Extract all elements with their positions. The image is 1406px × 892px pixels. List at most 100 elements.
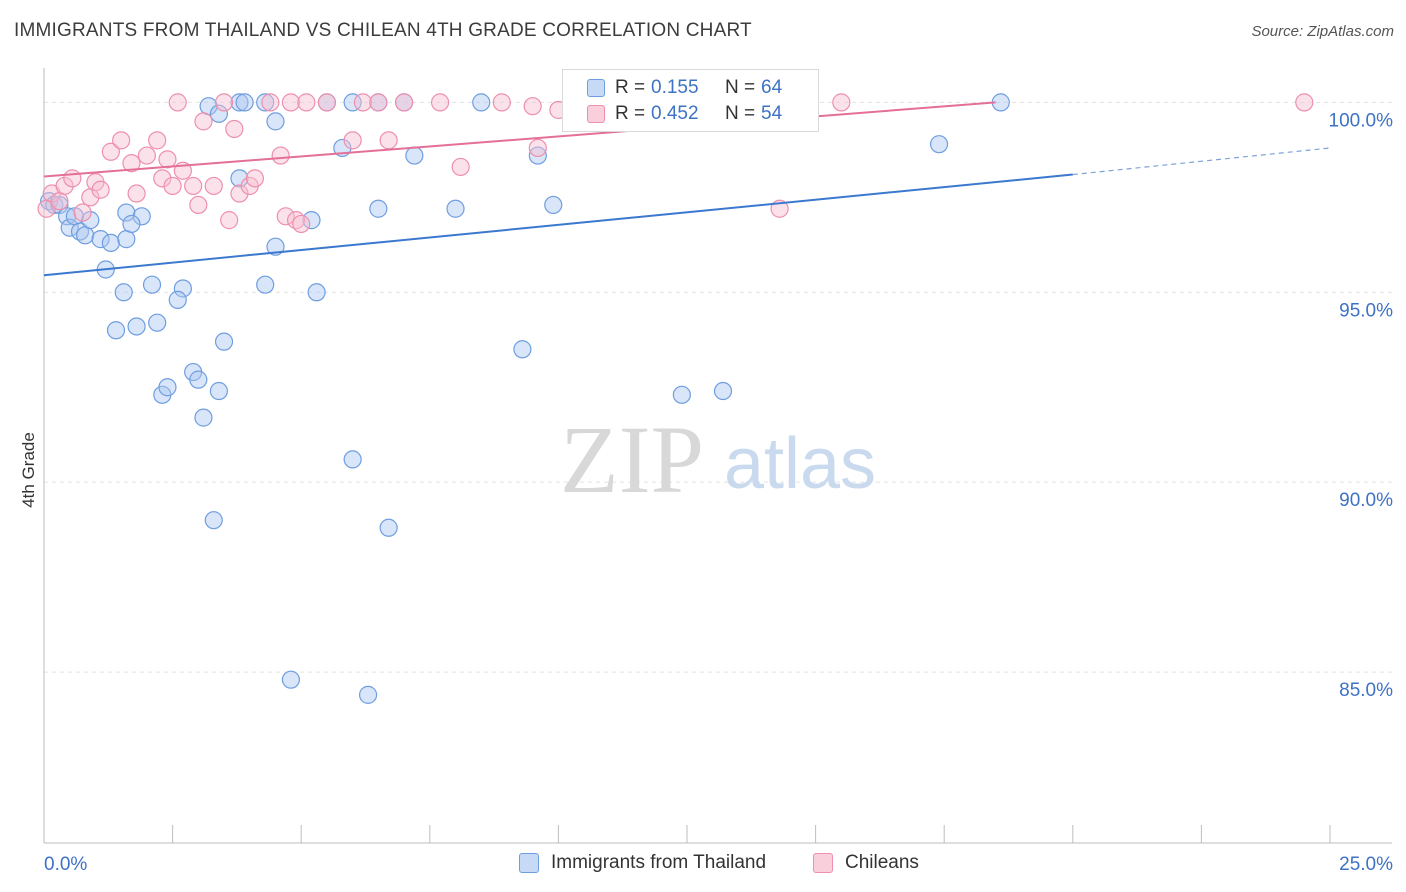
data-point <box>358 685 378 704</box>
trend-line-extension <box>1072 147 1331 176</box>
legend-n-label: N = <box>725 77 756 98</box>
y-tick-label: 90.0% <box>1339 490 1393 511</box>
source-label: Source: ZipAtlas.com <box>1251 23 1394 40</box>
legend-swatch-thailand <box>587 79 605 97</box>
legend-n-value: 64 <box>761 77 783 98</box>
trend-line <box>43 101 996 178</box>
data-point <box>343 450 362 469</box>
series-name-thailand: Immigrants from Thailand <box>551 852 767 873</box>
data-point <box>528 138 547 158</box>
data-point <box>50 192 69 211</box>
series-swatch-chileans <box>813 853 833 873</box>
data-point <box>204 511 223 530</box>
legend-row-thailand: R = 0.155 N = 64 <box>587 75 782 101</box>
data-point <box>158 378 177 397</box>
data-point <box>153 169 172 188</box>
data-point <box>189 195 208 215</box>
data-point <box>132 207 151 226</box>
data-point <box>266 237 285 256</box>
data-point <box>394 93 414 112</box>
data-point <box>379 131 398 150</box>
data-point <box>101 142 120 161</box>
data-point <box>369 199 388 218</box>
data-point <box>194 408 213 427</box>
data-point <box>472 93 491 112</box>
data-point <box>405 146 424 165</box>
data-point <box>281 93 301 112</box>
data-point <box>81 211 100 230</box>
data-point <box>302 211 321 230</box>
data-point <box>672 385 691 404</box>
data-point <box>194 112 213 131</box>
data-point <box>1295 93 1314 112</box>
data-point <box>204 176 223 196</box>
y-tick-label: 85.0% <box>1339 680 1393 701</box>
data-point <box>189 370 208 389</box>
data-point <box>929 135 949 154</box>
data-point <box>832 93 851 112</box>
data-point <box>513 340 532 359</box>
data-point <box>122 214 141 234</box>
data-point <box>148 313 167 332</box>
data-point <box>214 93 234 112</box>
data-point <box>209 381 228 401</box>
data-point <box>281 670 301 689</box>
data-point <box>379 518 398 537</box>
legend-r-label: R = <box>615 103 646 124</box>
x-tick-label: 25.0% <box>1339 854 1393 875</box>
legend-n-label: N = <box>725 103 756 124</box>
data-point <box>184 176 203 196</box>
data-point <box>114 283 133 302</box>
data-point <box>235 93 254 112</box>
data-point <box>91 230 110 249</box>
legend-r-value: 0.452 <box>651 103 699 124</box>
data-point <box>91 180 110 199</box>
y-tick-label: 95.0% <box>1339 300 1393 321</box>
data-point <box>122 154 141 173</box>
series-1-points <box>37 93 1314 234</box>
data-point <box>713 381 733 401</box>
series-legend-chileans[interactable]: Chileans <box>813 852 919 874</box>
data-point <box>214 332 234 351</box>
data-point <box>168 290 187 309</box>
data-point <box>142 275 162 294</box>
data-point <box>430 93 450 112</box>
data-point <box>225 119 244 139</box>
data-point <box>245 169 265 188</box>
data-point <box>101 233 120 253</box>
data-point <box>343 93 362 112</box>
data-point <box>230 93 249 112</box>
axes <box>43 68 1392 844</box>
legend-row-chileans: R = 0.452 N = 54 <box>587 101 782 127</box>
legend-r-label: R = <box>615 77 646 98</box>
data-point <box>209 104 228 123</box>
data-point <box>523 97 542 116</box>
data-point <box>528 146 547 165</box>
data-point <box>353 93 373 112</box>
data-point <box>60 218 79 237</box>
chart-title: IMMIGRANTS FROM THAILAND VS CHILEAN 4TH … <box>14 20 752 41</box>
data-point <box>106 321 126 340</box>
correlation-legend: R = 0.155 N = 64 R = 0.452 N = 54 <box>562 69 819 132</box>
y-axis-label: 4th Grade <box>19 432 38 508</box>
data-point <box>307 283 326 302</box>
data-point <box>271 146 290 165</box>
series-legend-thailand[interactable]: Immigrants from Thailand <box>519 852 766 874</box>
data-point <box>276 207 295 226</box>
data-point <box>173 279 192 298</box>
data-point <box>492 93 511 112</box>
series-swatch-thailand <box>519 853 539 873</box>
legend-n-value: 54 <box>761 103 783 124</box>
series-legend: Immigrants from Thailand Chileans <box>0 852 1406 878</box>
watermark-atlas: atlas <box>724 424 876 504</box>
data-point <box>137 146 156 165</box>
data-point <box>63 169 82 188</box>
data-point <box>446 199 465 218</box>
series-name-chileans: Chileans <box>845 852 919 873</box>
data-point <box>451 157 470 177</box>
data-point <box>127 317 146 336</box>
data-point <box>73 203 92 222</box>
data-point <box>266 112 285 131</box>
data-point <box>369 93 388 112</box>
